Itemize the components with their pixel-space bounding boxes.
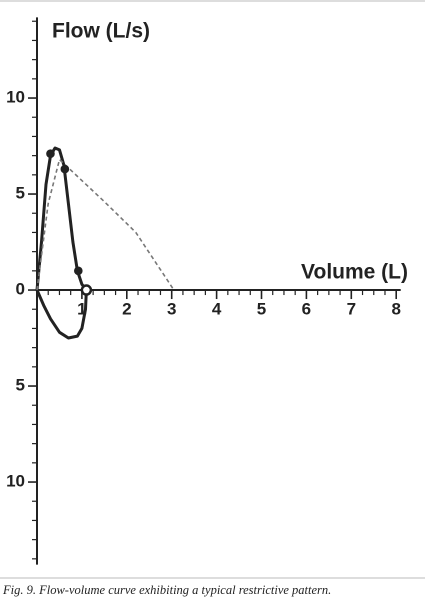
- x-tick-label: 3: [167, 300, 176, 319]
- x-tick-label: 5: [257, 300, 266, 319]
- data-point: [80, 284, 93, 296]
- x-tick-label: 7: [347, 300, 356, 319]
- x-axis-title: Volume (L): [301, 261, 408, 284]
- data-point: [74, 266, 83, 276]
- y-tick-label: 10: [6, 472, 25, 491]
- y-tick-label: 5: [16, 376, 25, 395]
- y-tick-label: 10: [6, 88, 25, 107]
- caption: Fig. 9. Flow-volume curve exhibiting a t…: [2, 583, 331, 597]
- data-point: [60, 164, 70, 174]
- x-tick-label: 6: [302, 300, 311, 319]
- y-tick-label: 5: [16, 184, 25, 203]
- y-tick-label: 0: [16, 280, 25, 299]
- data-point: [46, 149, 55, 159]
- x-tick-label: 8: [391, 300, 400, 319]
- x-tick-label: 2: [122, 300, 131, 319]
- x-tick-label: 4: [212, 300, 222, 319]
- x-tick-label: 1: [77, 300, 86, 319]
- predicted-line: [36, 158, 175, 291]
- y-axis-title: Flow (L/s): [52, 20, 150, 43]
